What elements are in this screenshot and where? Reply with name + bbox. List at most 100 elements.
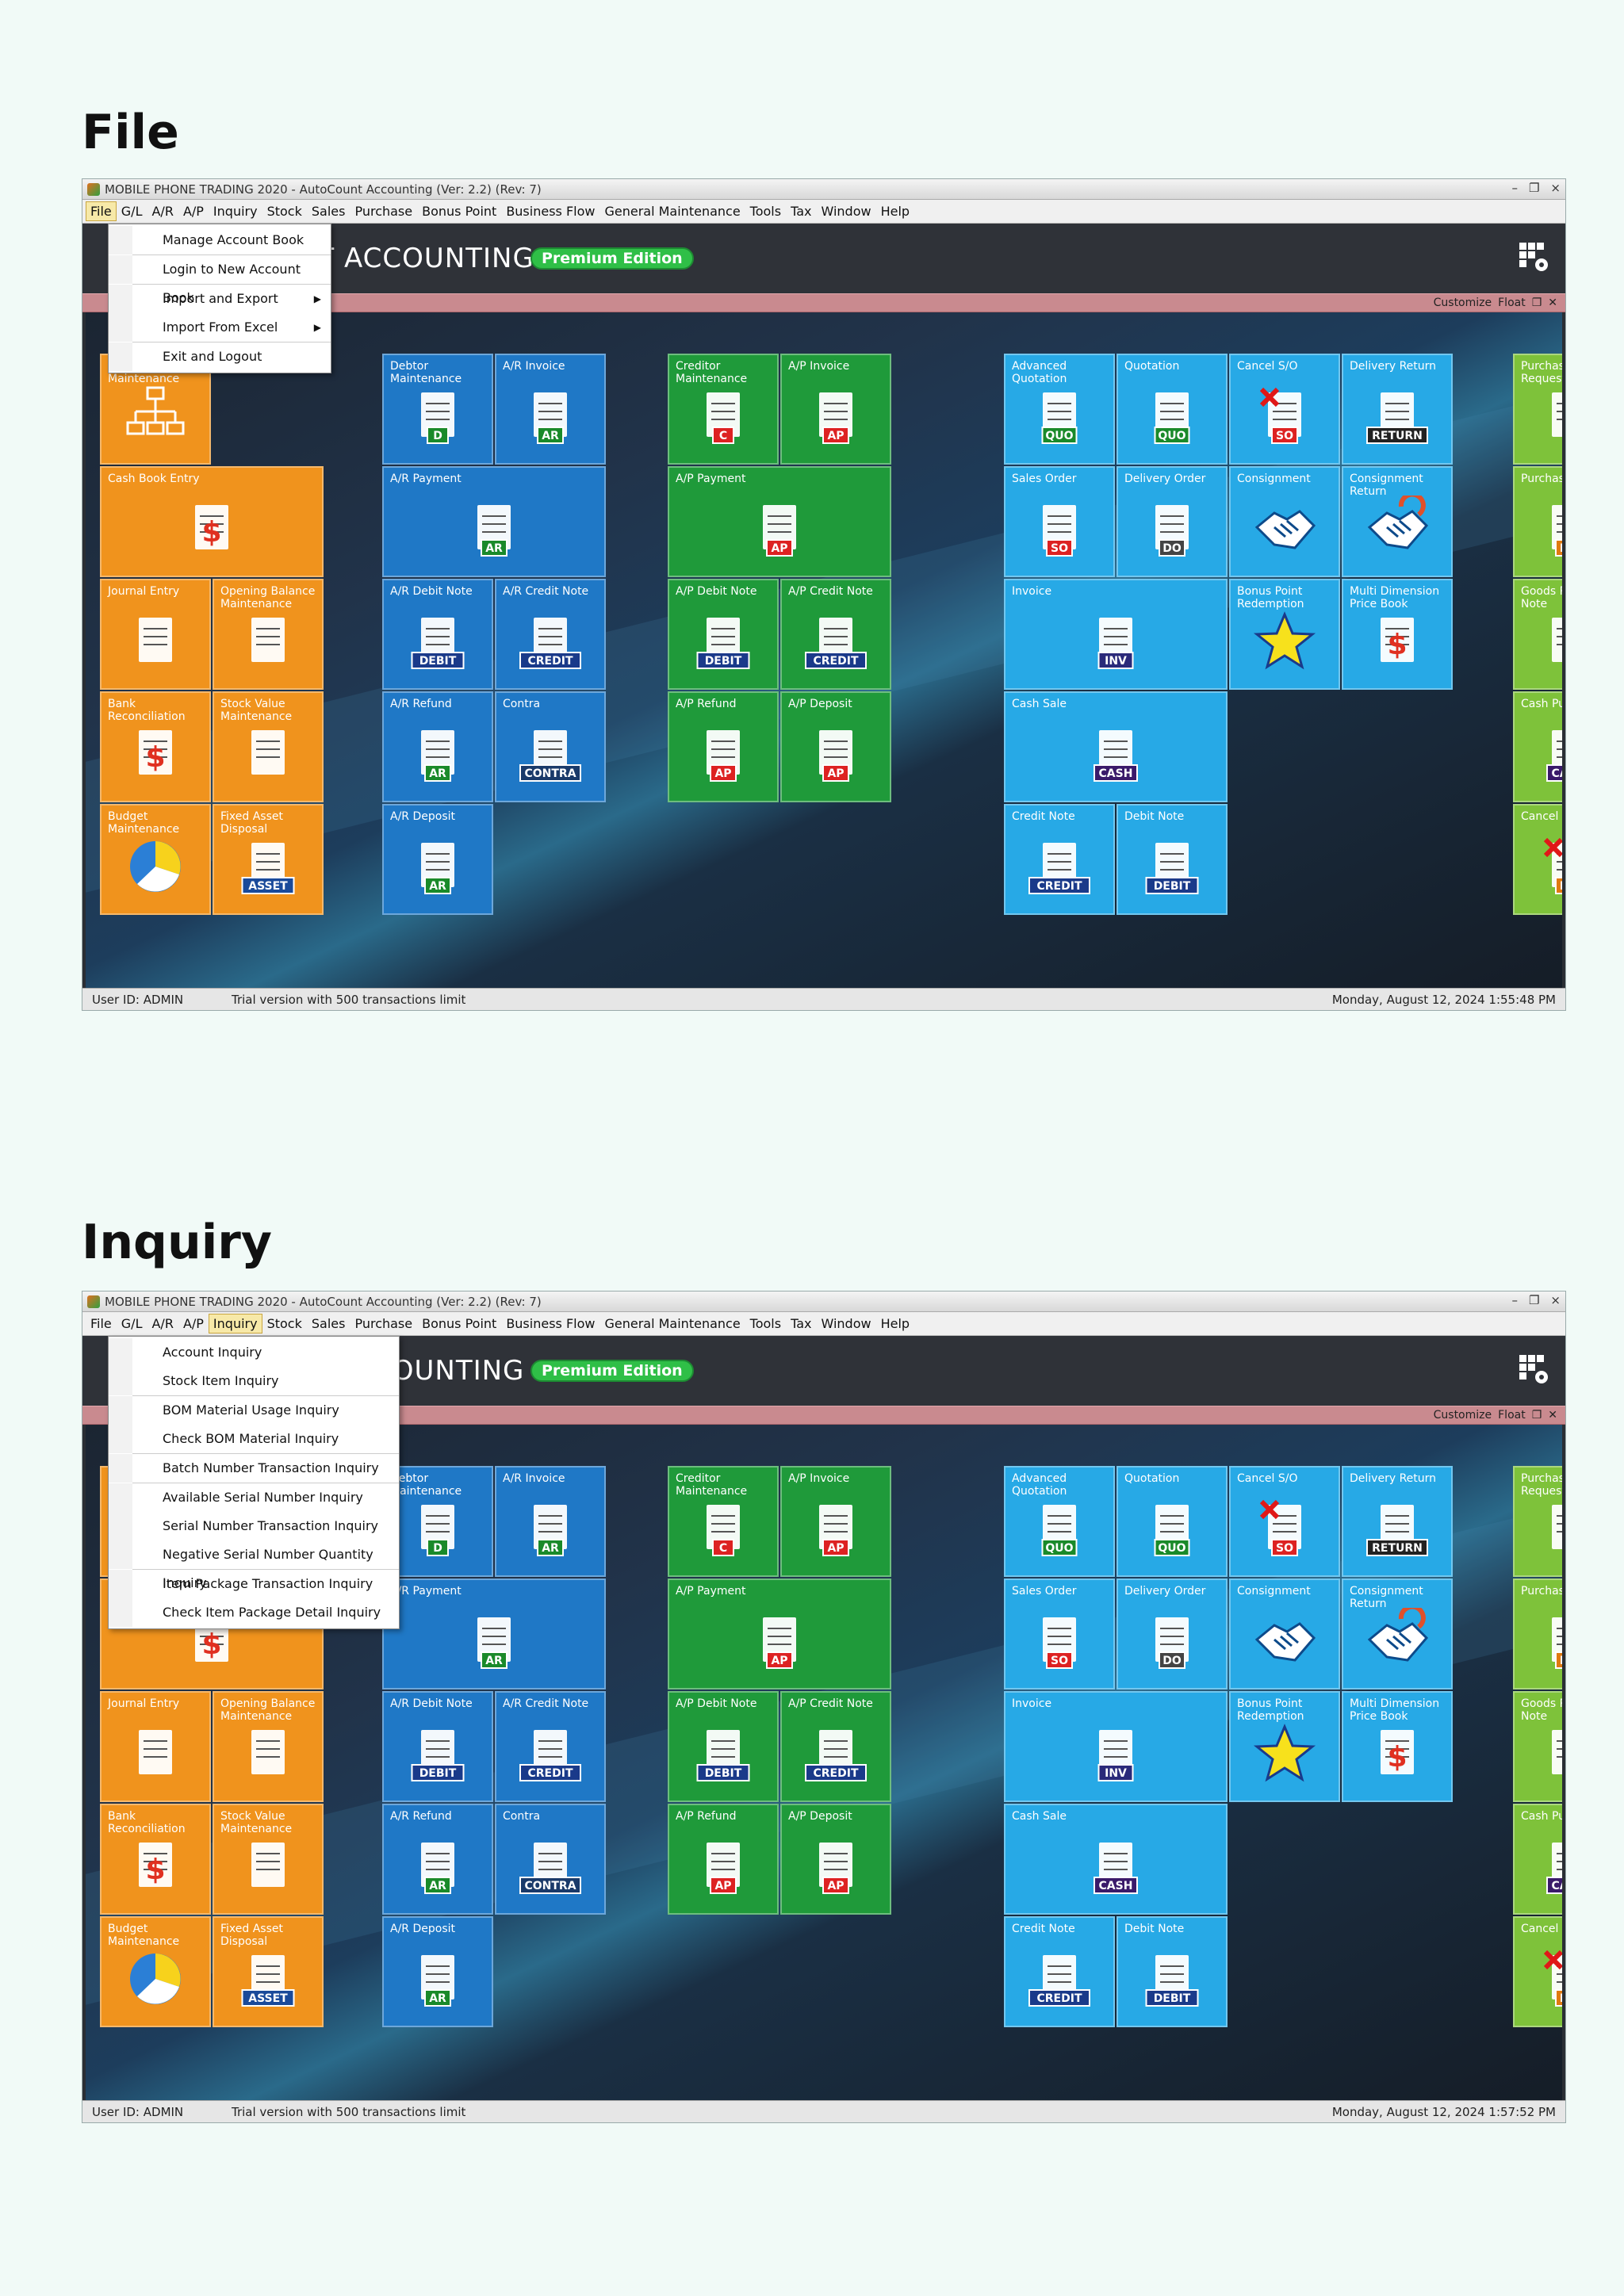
tile-cash-purchase[interactable]: Cash Purchase CASH [1513,691,1562,802]
restore-icon[interactable]: ❐ [1528,1293,1540,1307]
tile-purchase-request[interactable]: Purchase Request [1513,1466,1562,1577]
float-link[interactable]: Float [1498,1409,1526,1422]
menu-file[interactable]: File [86,201,117,221]
tile-consignment[interactable]: Consignment [1229,1578,1340,1689]
tile-a-r-debit-note[interactable]: A/R Debit Note DEBIT [382,579,493,690]
tile-cancel-s-o[interactable]: Cancel S/O SO [1229,1466,1340,1577]
tile-fixed-asset-disposal[interactable]: Fixed Asset Disposal ASSET [213,804,324,915]
tile-delivery-order[interactable]: Delivery Order DO [1116,1578,1228,1689]
tile-opening-balance-maintenance[interactable]: Opening Balance Maintenance [213,1691,324,1802]
layout-settings-icon[interactable] [1518,241,1549,273]
menu-sales[interactable]: Sales [311,1316,346,1331]
tile-a-p-payment[interactable]: A/P Payment AP [668,466,891,577]
menu-item-account-inquiry[interactable]: Account Inquiry [109,1338,399,1367]
tile-goods-received-note[interactable]: Goods Received Note [1513,1691,1562,1802]
panel-restore-icon[interactable]: ❐ [1531,1409,1542,1422]
panel-close-icon[interactable]: ✕ [1548,297,1557,309]
tile-bonus-point-redemption[interactable]: Bonus Point Redemption [1229,579,1340,690]
tile-multi-dimension-price-book[interactable]: Multi Dimension Price Book $ [1342,579,1453,690]
tile-purchase-order[interactable]: Purchase Order PO [1513,466,1562,577]
menu-stock[interactable]: Stock [266,204,302,219]
menu-item-batch-number-transaction-inquiry[interactable]: Batch Number Transaction Inquiry [109,1454,399,1483]
tile-a-p-invoice[interactable]: A/P Invoice AP [780,354,891,465]
menu-item-item-package-transaction-inquiry[interactable]: Item Package Transaction Inquiry [109,1570,399,1598]
tile-invoice[interactable]: Invoice INV [1004,1691,1228,1802]
menu-item-check-item-package-detail-inquiry[interactable]: Check Item Package Detail Inquiry [109,1598,399,1627]
tile-bonus-point-redemption[interactable]: Bonus Point Redemption [1229,1691,1340,1802]
tile-journal-entry[interactable]: Journal Entry [100,1691,211,1802]
minimize-icon[interactable]: – [1511,1293,1518,1307]
tile-a-p-refund[interactable]: A/P Refund AP [668,1804,779,1915]
menu-item-manage-account-book[interactable]: Manage Account Book [109,226,331,254]
tile-a-p-refund[interactable]: A/P Refund AP [668,691,779,802]
tile-cash-sale[interactable]: Cash Sale CASH [1004,1804,1228,1915]
tile-consignment[interactable]: Consignment [1229,466,1340,577]
tile-opening-balance-maintenance[interactable]: Opening Balance Maintenance [213,579,324,690]
menu-item-serial-number-transaction-inquiry[interactable]: Serial Number Transaction Inquiry [109,1512,399,1540]
tile-fixed-asset-disposal[interactable]: Fixed Asset Disposal ASSET [213,1916,324,2027]
tile-a-p-debit-note[interactable]: A/P Debit Note DEBIT [668,1691,779,1802]
tile-a-p-deposit[interactable]: A/P Deposit AP [780,691,891,802]
tile-bank-reconciliation[interactable]: Bank Reconciliation $ [100,691,211,802]
tile-cash-sale[interactable]: Cash Sale CASH [1004,691,1228,802]
menu-help[interactable]: Help [880,1316,910,1331]
tile-multi-dimension-price-book[interactable]: Multi Dimension Price Book $ [1342,1691,1453,1802]
tile-a-p-deposit[interactable]: A/P Deposit AP [780,1804,891,1915]
menu-item-bom-material-usage-inquiry[interactable]: BOM Material Usage Inquiry [109,1396,399,1425]
menu-tax[interactable]: Tax [791,204,812,219]
panel-restore-icon[interactable]: ❐ [1531,297,1542,309]
customize-link[interactable]: Customize [1433,297,1492,309]
tile-a-r-payment[interactable]: A/R Payment AR [382,1578,606,1689]
menu-file[interactable]: File [90,1316,112,1331]
tile-bank-reconciliation[interactable]: Bank Reconciliation $ [100,1804,211,1915]
tile-cancel-p-o[interactable]: Cancel P/O PO [1513,1916,1562,2027]
menu-item-exit-and-logout[interactable]: Exit and Logout [109,342,331,371]
tile-invoice[interactable]: Invoice INV [1004,579,1228,690]
tile-credit-note[interactable]: Credit Note CREDIT [1004,804,1115,915]
tile-cancel-p-o[interactable]: Cancel P/O PO [1513,804,1562,915]
menu-help[interactable]: Help [880,204,910,219]
menu-item-import-from-excel[interactable]: Import From Excel ▶ [109,313,331,342]
tile-a-r-refund[interactable]: A/R Refund AR [382,691,493,802]
menu-g-l[interactable]: G/L [121,204,143,219]
close-icon[interactable]: × [1550,1293,1561,1307]
menu-a-p[interactable]: A/P [182,1316,204,1331]
tile-a-p-payment[interactable]: A/P Payment AP [668,1578,891,1689]
tile-advanced-quotation[interactable]: Advanced Quotation QUO [1004,1466,1115,1577]
tile-purchase-order[interactable]: Purchase Order PO [1513,1578,1562,1689]
tile-contra[interactable]: Contra CONTRA [495,691,606,802]
tile-consignment-return[interactable]: Consignment Return [1342,1578,1453,1689]
menu-business-flow[interactable]: Business Flow [506,1316,596,1331]
menu-window[interactable]: Window [821,204,871,219]
menu-window[interactable]: Window [821,1316,871,1331]
close-icon[interactable]: × [1550,181,1561,195]
tile-a-r-payment[interactable]: A/R Payment AR [382,466,606,577]
tile-budget-maintenance[interactable]: Budget Maintenance [100,804,211,915]
tile-delivery-order[interactable]: Delivery Order DO [1116,466,1228,577]
tile-creditor-maintenance[interactable]: Creditor Maintenance C [668,1466,779,1577]
menu-bonus-point[interactable]: Bonus Point [422,1316,497,1331]
tile-quotation[interactable]: Quotation QUO [1116,354,1228,465]
tile-stock-value-maintenance[interactable]: Stock Value Maintenance [213,691,324,802]
tile-a-r-refund[interactable]: A/R Refund AR [382,1804,493,1915]
tile-advanced-quotation[interactable]: Advanced Quotation QUO [1004,354,1115,465]
tile-a-r-deposit[interactable]: A/R Deposit AR [382,1916,493,2027]
tile-budget-maintenance[interactable]: Budget Maintenance [100,1916,211,2027]
tile-sales-order[interactable]: Sales Order SO [1004,1578,1115,1689]
tile-purchase-request[interactable]: Purchase Request [1513,354,1562,465]
tile-sales-order[interactable]: Sales Order SO [1004,466,1115,577]
menu-a-r[interactable]: A/R [151,1316,174,1331]
menu-bonus-point[interactable]: Bonus Point [422,204,497,219]
minimize-icon[interactable]: – [1511,181,1518,195]
tile-cash-book-entry[interactable]: Cash Book Entry $ [100,466,324,577]
menu-item-login-to-new-account-book[interactable]: Login to New Account Book [109,255,331,305]
menu-item-check-bom-material-inquiry[interactable]: Check BOM Material Inquiry [109,1425,399,1453]
tile-a-p-credit-note[interactable]: A/P Credit Note CREDIT [780,1691,891,1802]
menu-sales[interactable]: Sales [311,204,346,219]
tile-a-r-credit-note[interactable]: A/R Credit Note CREDIT [495,1691,606,1802]
tile-stock-value-maintenance[interactable]: Stock Value Maintenance [213,1804,324,1915]
tile-credit-note[interactable]: Credit Note CREDIT [1004,1916,1115,2027]
tile-a-r-invoice[interactable]: A/R Invoice AR [495,1466,606,1577]
restore-icon[interactable]: ❐ [1528,181,1540,195]
menu-business-flow[interactable]: Business Flow [506,204,596,219]
